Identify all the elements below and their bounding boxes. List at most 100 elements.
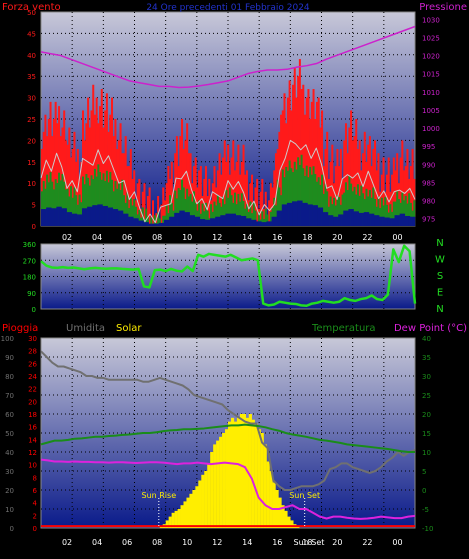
wind-average-bar [319,184,322,226]
pressure-line [40,25,416,89]
wind-gust-bar [396,153,399,226]
rain-y-tick: 28 [28,348,37,356]
wind-average-bar [174,190,177,226]
wind-average-bar [71,197,74,226]
wind-base-bar [155,223,158,226]
wind-average-bar [239,201,242,226]
x-tick-label: 10 [182,233,192,242]
solar-bar [195,486,199,528]
wind-average-bar [78,194,81,226]
wind-average-bar [225,190,228,226]
wind-average-bar [346,190,349,226]
wind-base-bar [215,216,218,226]
wind-average-bar [409,202,412,226]
wind-average-bar [162,215,165,226]
wind-gust-bar [49,101,52,226]
wind-gust-bar [237,144,240,226]
wind-base-bar [204,219,207,226]
wind-gust-bar [90,110,93,226]
wind-base-bar [411,216,414,226]
wind-average-bar [88,185,91,226]
wind-gust-bar [339,148,342,226]
wind-base-bar [237,215,240,226]
wind-average-bar [360,185,363,226]
wind-base-bar [274,216,277,226]
wind-average-bar [350,183,353,226]
wind-average-bar [314,173,317,226]
wind-average-bar [344,182,347,226]
solar-bar [210,452,214,528]
wind-base-bar [104,205,107,226]
solar-bar [251,419,255,528]
wind-base-bar [93,205,96,226]
solar-bar [272,482,276,528]
wind-average-bar [283,177,286,226]
wind-average-bar [49,172,52,226]
wind-average-bar [305,165,308,226]
wind-average-bar [322,193,325,226]
wind-base-bar [389,218,392,226]
wind-gust-bar [259,191,262,226]
wind-average-bar [112,191,115,226]
wind-base-bar [124,213,127,226]
wind-gust-bar [105,93,108,226]
solar-bar [171,512,175,528]
compass-label: W [435,255,445,266]
wind-base-bar [377,215,380,226]
wind-average-bar [326,191,329,226]
wind-average-bar [295,169,298,226]
wind-base-bar [63,208,66,226]
wind-gust-bar [305,97,308,226]
wind-average-bar [370,197,373,226]
humidity-y-tick: 80 [5,373,14,381]
wind-gust-bar [71,148,74,226]
wind-base-bar [269,221,272,226]
pressure-y-tick: 1010 [422,89,440,97]
wind-average-bar [116,188,119,226]
solar-bar [257,429,261,528]
wind-average-bar [75,195,78,226]
solar-bar [266,461,270,528]
wind-average-bar [97,164,100,226]
compass-label: N [436,238,443,249]
wind-base-bar [362,212,365,226]
wind-average-bar [292,172,295,226]
wind-gust-bar [119,123,122,226]
x-tick-label: 14 [242,538,252,547]
wind-base-bar [58,206,61,226]
wind-average-bar [129,197,132,226]
wind-gust-bar [80,161,83,226]
wind-base-bar [179,210,182,226]
wind-average-bar [389,204,392,226]
wind-gust-bar [377,153,380,226]
wind-base-bar [145,222,148,226]
wind-base-bar [396,215,399,226]
wind-average-bar [186,188,189,226]
wind-gust-bar [146,196,149,226]
wind-base-bar [182,210,185,226]
wind-average-bar [165,205,168,226]
wind-average-bar [257,211,260,226]
wind-gust-bar [353,136,356,226]
rain-y-tick: 18 [28,411,37,419]
wind-average-bar [104,181,107,226]
wind-base-bar [408,215,411,226]
wind-base-bar [167,219,170,226]
pressure-axis-title: Pressione [419,2,467,13]
wind-average-bar [63,181,66,226]
wind-base-bar [46,207,49,226]
direction-line [40,244,417,307]
wind-gust-bar [129,148,132,226]
wind-average-bar [51,181,54,226]
wind-base-bar [47,207,50,226]
humidity-y-tick: 0 [10,525,14,533]
wind-average-bar [382,205,385,226]
wind-base-bar [307,204,310,226]
solar-bar [222,433,226,528]
wind-base-bar [227,213,230,226]
wind-gust-bar [281,110,284,226]
wind-gust-bar [81,110,84,226]
x-tick-label: 00 [392,233,402,242]
wind-gust-bar [172,191,175,226]
wind-average-bar [80,202,83,226]
